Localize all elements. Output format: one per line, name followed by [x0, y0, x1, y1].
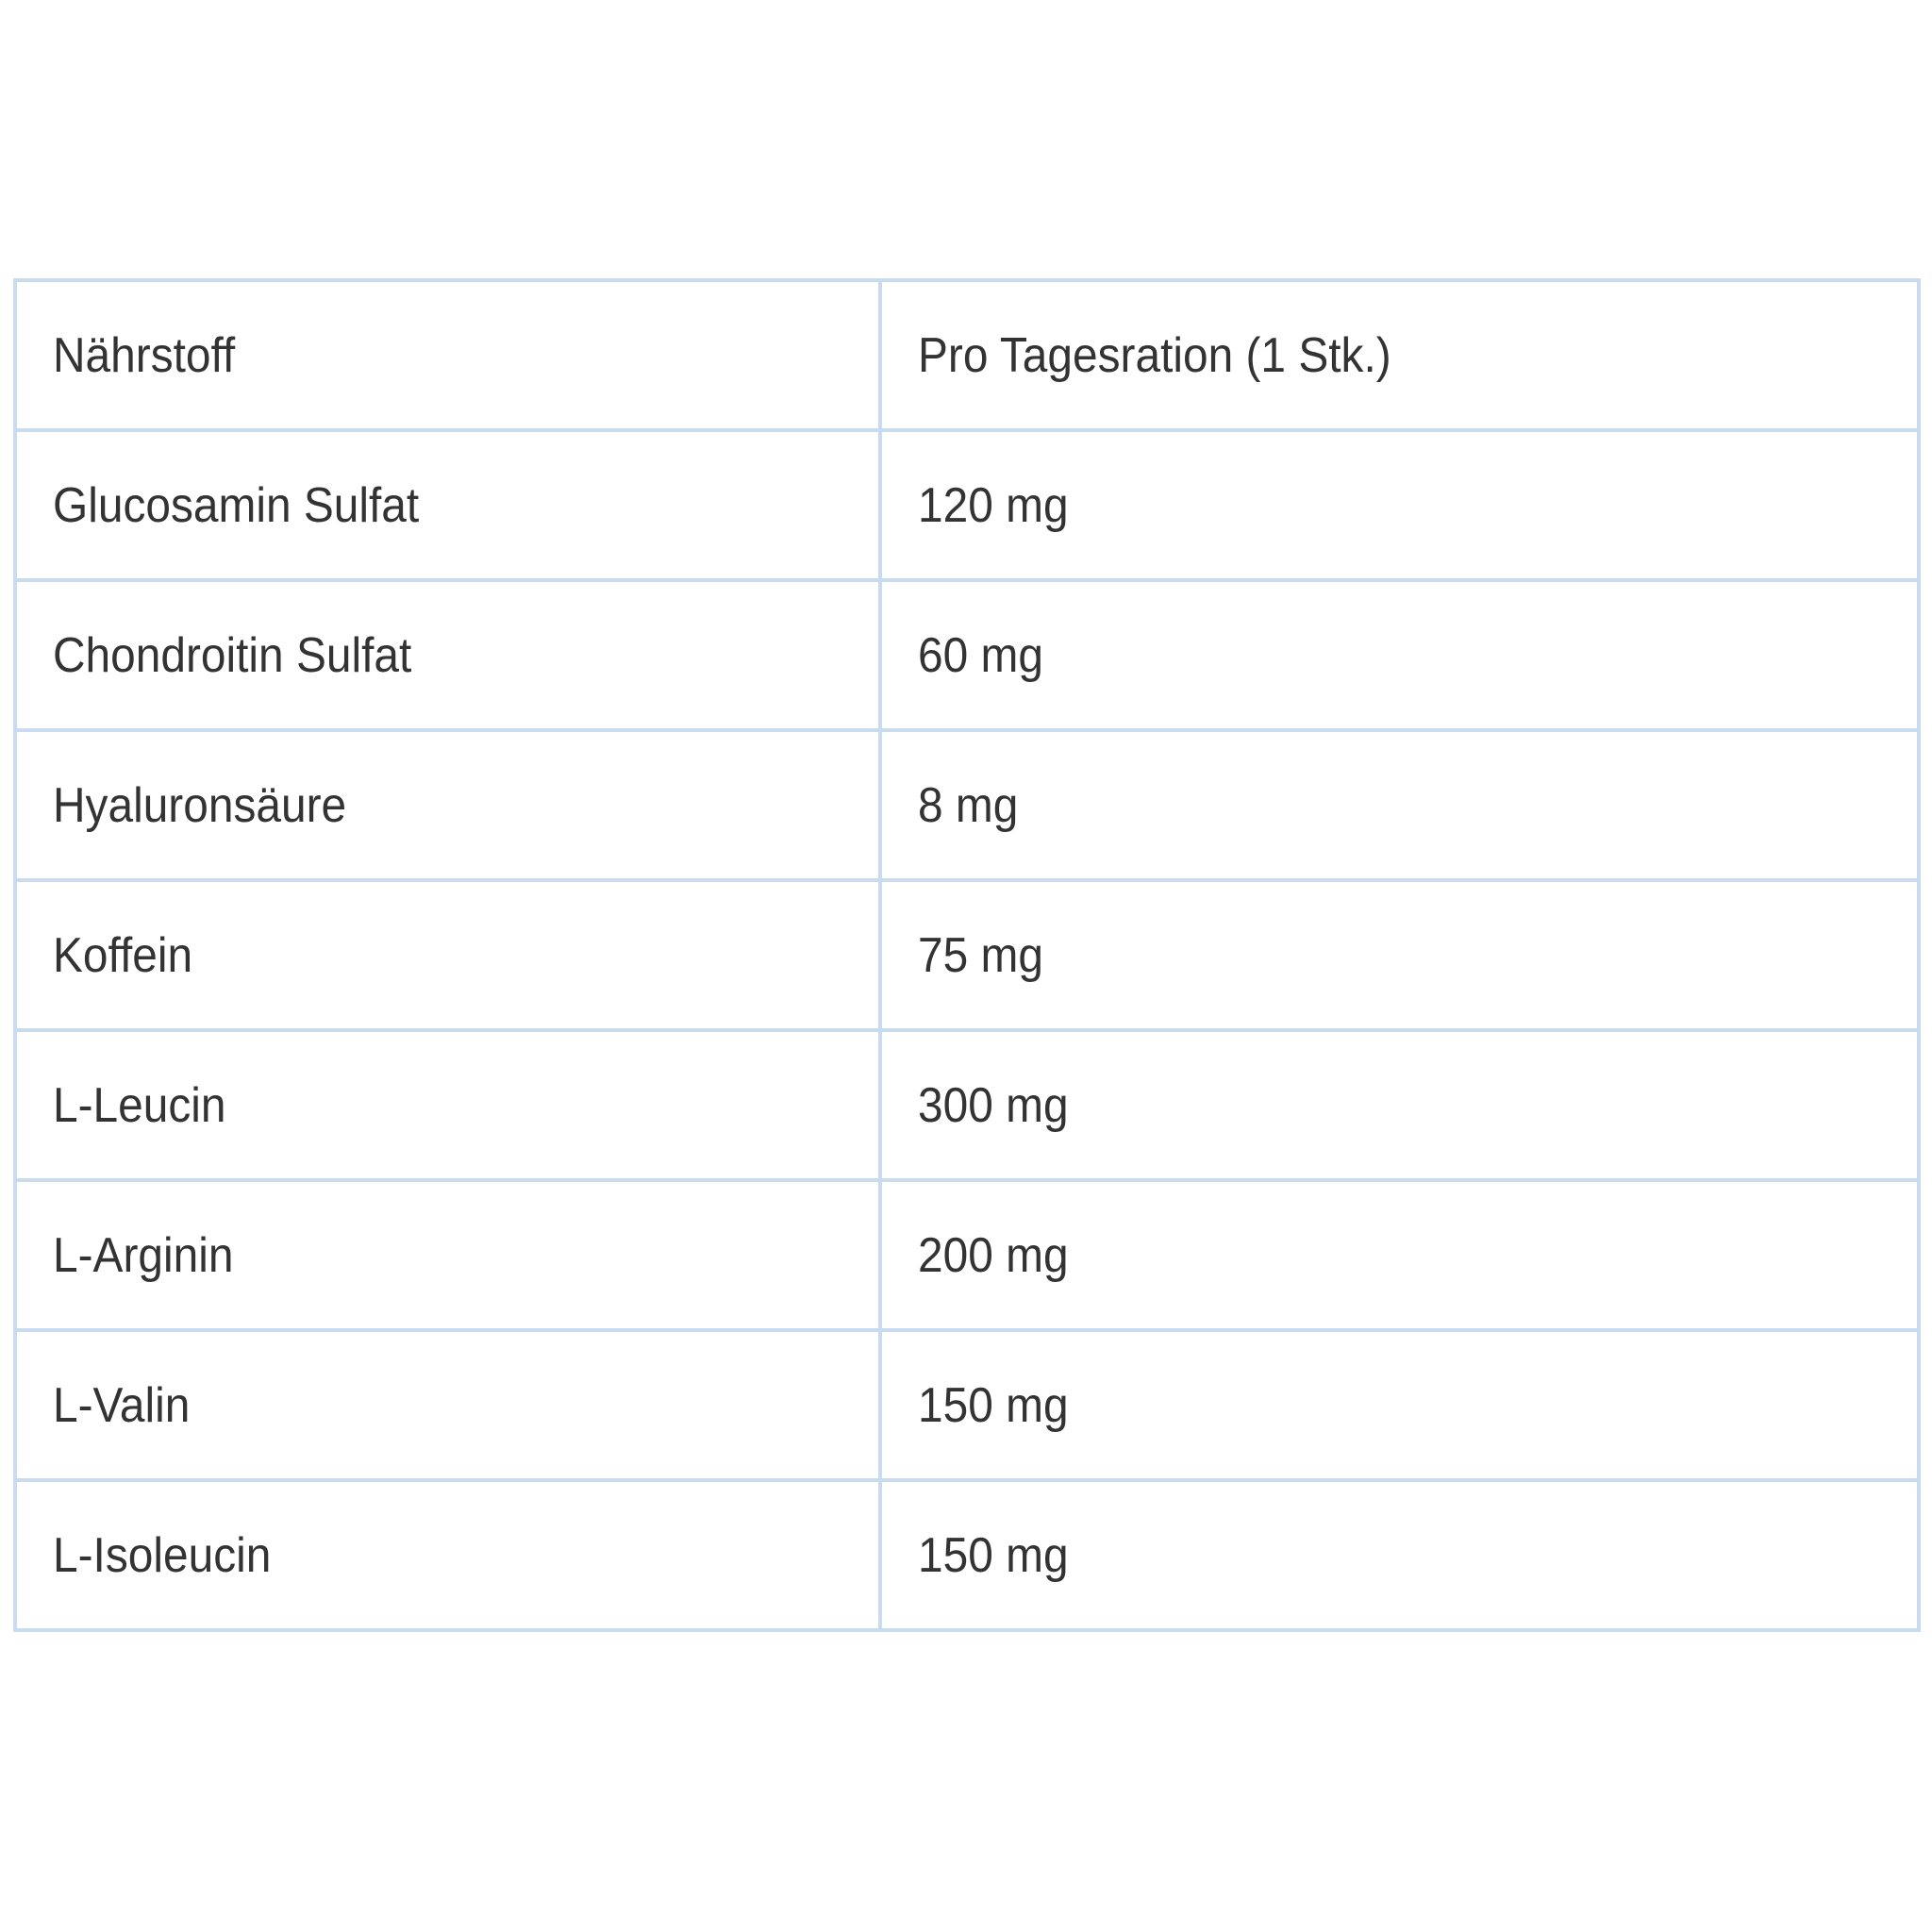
- nutrient-cell: L-Leucin: [13, 1028, 882, 1182]
- amount-cell: 200 mg: [878, 1178, 1921, 1332]
- cell-text: Hyaluronsäure: [53, 777, 347, 833]
- table-row: L-Valin 150 mg: [13, 1328, 1921, 1482]
- table-row: Koffein 75 mg: [13, 878, 1921, 1032]
- nutrient-cell: L-Arginin: [13, 1178, 882, 1332]
- nutrient-cell: Chondroitin Sulfat: [13, 578, 882, 732]
- cell-text: 150 mg: [918, 1377, 1069, 1433]
- table-row: L-Isoleucin 150 mg: [13, 1478, 1921, 1632]
- amount-cell: 75 mg: [878, 878, 1921, 1032]
- table-row: Glucosamin Sulfat 120 mg: [13, 428, 1921, 582]
- amount-cell: 150 mg: [878, 1478, 1921, 1632]
- amount-cell: 300 mg: [878, 1028, 1921, 1182]
- header-text: Pro Tagesration (1 Stk.): [918, 327, 1391, 383]
- cell-text: 8 mg: [918, 777, 1019, 833]
- cell-text: L-Valin: [53, 1377, 191, 1433]
- cell-text: 75 mg: [918, 927, 1043, 983]
- nutrient-cell: L-Isoleucin: [13, 1478, 882, 1632]
- cell-text: 200 mg: [918, 1227, 1069, 1283]
- nutrient-cell: Hyaluronsäure: [13, 728, 882, 882]
- table-header-row: Nährstoff Pro Tagesration (1 Stk.): [13, 278, 1921, 432]
- cell-text: Chondroitin Sulfat: [53, 627, 412, 683]
- nutrient-cell: Glucosamin Sulfat: [13, 428, 882, 582]
- cell-text: 120 mg: [918, 477, 1069, 533]
- cell-text: Glucosamin Sulfat: [53, 477, 420, 533]
- amount-cell: 8 mg: [878, 728, 1921, 882]
- nutrient-cell: L-Valin: [13, 1328, 882, 1482]
- cell-text: L-Isoleucin: [53, 1527, 272, 1583]
- cell-text: L-Leucin: [53, 1077, 226, 1133]
- header-nutrient: Nährstoff: [13, 278, 882, 432]
- cell-text: L-Arginin: [53, 1227, 234, 1283]
- amount-cell: 60 mg: [878, 578, 1921, 732]
- amount-cell: 150 mg: [878, 1328, 1921, 1482]
- cell-text: 300 mg: [918, 1077, 1069, 1133]
- table-row: Chondroitin Sulfat 60 mg: [13, 578, 1921, 732]
- table-row: L-Arginin 200 mg: [13, 1178, 1921, 1332]
- header-per-day: Pro Tagesration (1 Stk.): [878, 278, 1921, 432]
- cell-text: 60 mg: [918, 627, 1043, 683]
- cell-text: 150 mg: [918, 1527, 1069, 1583]
- nutrient-table: Nährstoff Pro Tagesration (1 Stk.) Gluco…: [13, 278, 1921, 1632]
- table-row: Hyaluronsäure 8 mg: [13, 728, 1921, 882]
- header-text: Nährstoff: [53, 327, 236, 383]
- cell-text: Koffein: [53, 927, 193, 983]
- nutrient-cell: Koffein: [13, 878, 882, 1032]
- amount-cell: 120 mg: [878, 428, 1921, 582]
- table-row: L-Leucin 300 mg: [13, 1028, 1921, 1182]
